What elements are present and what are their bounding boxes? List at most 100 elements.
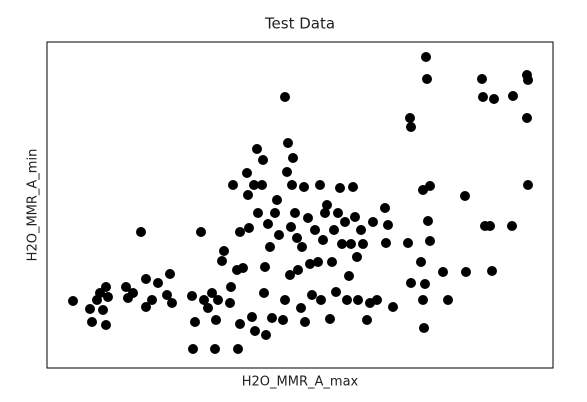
point bbox=[68, 296, 78, 306]
point bbox=[300, 317, 310, 327]
point bbox=[238, 263, 248, 273]
point bbox=[203, 303, 213, 313]
point bbox=[101, 320, 111, 330]
point bbox=[293, 265, 303, 275]
point bbox=[121, 282, 131, 292]
point bbox=[403, 238, 413, 248]
point bbox=[136, 227, 146, 237]
point bbox=[337, 239, 347, 249]
point bbox=[153, 278, 163, 288]
point bbox=[207, 288, 217, 298]
point bbox=[296, 303, 306, 313]
point bbox=[278, 315, 288, 325]
point bbox=[478, 92, 488, 102]
point bbox=[421, 52, 431, 62]
point bbox=[267, 313, 277, 323]
point bbox=[249, 180, 259, 190]
point bbox=[316, 295, 326, 305]
point bbox=[461, 267, 471, 277]
point bbox=[313, 257, 323, 267]
point bbox=[101, 282, 111, 292]
point bbox=[257, 180, 267, 190]
point bbox=[199, 295, 209, 305]
point bbox=[285, 270, 295, 280]
point bbox=[141, 274, 151, 284]
point bbox=[405, 113, 415, 123]
point bbox=[425, 236, 435, 246]
point bbox=[335, 183, 345, 193]
point bbox=[165, 269, 175, 279]
point bbox=[420, 279, 430, 289]
point bbox=[329, 225, 339, 235]
point bbox=[523, 75, 533, 85]
point bbox=[350, 212, 360, 222]
point bbox=[318, 235, 328, 245]
point bbox=[381, 238, 391, 248]
point bbox=[283, 138, 293, 148]
point bbox=[368, 217, 378, 227]
point bbox=[303, 213, 313, 223]
chart-title: Test Data bbox=[264, 15, 335, 33]
point bbox=[438, 267, 448, 277]
point bbox=[443, 295, 453, 305]
point bbox=[128, 288, 138, 298]
point bbox=[292, 233, 302, 243]
point bbox=[272, 195, 282, 205]
point bbox=[261, 330, 271, 340]
point bbox=[167, 298, 177, 308]
point bbox=[353, 295, 363, 305]
point bbox=[406, 122, 416, 132]
point bbox=[307, 290, 317, 300]
point bbox=[219, 246, 229, 256]
point bbox=[358, 239, 368, 249]
point bbox=[85, 304, 95, 314]
point bbox=[487, 266, 497, 276]
point bbox=[147, 295, 157, 305]
point bbox=[253, 208, 263, 218]
point bbox=[372, 295, 382, 305]
point bbox=[280, 92, 290, 102]
point bbox=[288, 153, 298, 163]
point bbox=[244, 223, 254, 233]
point bbox=[260, 262, 270, 272]
point bbox=[423, 216, 433, 226]
point bbox=[265, 242, 275, 252]
point bbox=[190, 317, 200, 327]
y-axis-label: H2O_MMR_A_min bbox=[26, 149, 41, 262]
point bbox=[210, 344, 220, 354]
point bbox=[263, 219, 273, 229]
point bbox=[320, 208, 330, 218]
point bbox=[299, 182, 309, 192]
point bbox=[282, 167, 292, 177]
point bbox=[388, 302, 398, 312]
point bbox=[211, 315, 221, 325]
point bbox=[98, 305, 108, 315]
point bbox=[196, 227, 206, 237]
point bbox=[235, 319, 245, 329]
point bbox=[342, 295, 352, 305]
point bbox=[380, 203, 390, 213]
point bbox=[508, 91, 518, 101]
point bbox=[507, 221, 517, 231]
point bbox=[485, 221, 495, 231]
point bbox=[235, 227, 245, 237]
point bbox=[333, 208, 343, 218]
point bbox=[348, 182, 358, 192]
point bbox=[327, 257, 337, 267]
point bbox=[290, 208, 300, 218]
point bbox=[315, 180, 325, 190]
point bbox=[213, 295, 223, 305]
point bbox=[243, 190, 253, 200]
point bbox=[422, 74, 432, 84]
point bbox=[274, 230, 284, 240]
point bbox=[340, 217, 350, 227]
point bbox=[287, 180, 297, 190]
plot-frame bbox=[46, 41, 554, 369]
point bbox=[225, 298, 235, 308]
point bbox=[228, 180, 238, 190]
point bbox=[489, 94, 499, 104]
x-axis-label: H2O_MMR_A_max bbox=[242, 375, 359, 390]
point bbox=[258, 155, 268, 165]
point bbox=[522, 113, 532, 123]
point bbox=[103, 292, 113, 302]
